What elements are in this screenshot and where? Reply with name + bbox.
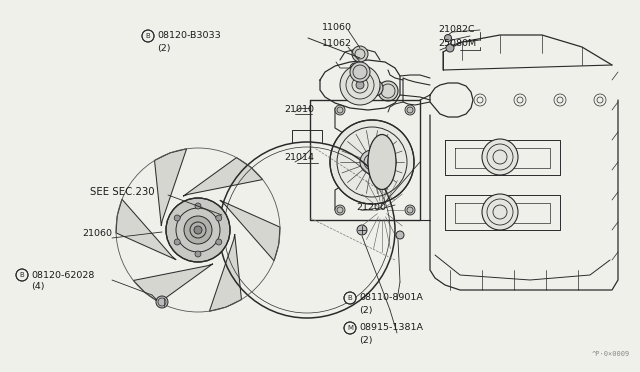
Text: 11060: 11060 xyxy=(322,23,352,32)
Circle shape xyxy=(367,80,383,96)
Circle shape xyxy=(184,216,212,244)
Circle shape xyxy=(357,225,367,235)
Text: (2): (2) xyxy=(157,44,170,52)
Circle shape xyxy=(156,296,168,308)
Text: (4): (4) xyxy=(31,282,45,292)
Polygon shape xyxy=(220,201,280,261)
Circle shape xyxy=(405,205,415,215)
Circle shape xyxy=(195,251,201,257)
Text: 21200: 21200 xyxy=(356,203,386,212)
Text: (2): (2) xyxy=(359,305,372,314)
Circle shape xyxy=(350,63,360,73)
Text: 08110-8901A: 08110-8901A xyxy=(359,294,423,302)
Text: B: B xyxy=(146,33,150,39)
Circle shape xyxy=(482,139,518,175)
Circle shape xyxy=(344,322,356,334)
Text: M: M xyxy=(347,325,353,331)
Text: 08915-1381A: 08915-1381A xyxy=(359,324,423,333)
Text: ^P·0×0009: ^P·0×0009 xyxy=(592,351,630,357)
Circle shape xyxy=(445,35,451,42)
Circle shape xyxy=(142,30,154,42)
Text: B: B xyxy=(348,295,353,301)
Circle shape xyxy=(378,158,386,166)
Circle shape xyxy=(352,46,368,62)
Circle shape xyxy=(405,105,415,115)
Circle shape xyxy=(195,203,201,209)
Polygon shape xyxy=(209,234,241,311)
Ellipse shape xyxy=(368,135,396,189)
Text: B: B xyxy=(20,272,24,278)
Circle shape xyxy=(396,231,404,239)
Text: 21014: 21014 xyxy=(284,154,314,163)
Circle shape xyxy=(216,215,222,221)
Circle shape xyxy=(166,198,230,262)
Circle shape xyxy=(344,292,356,304)
Circle shape xyxy=(356,81,364,89)
Circle shape xyxy=(350,62,370,82)
Circle shape xyxy=(368,158,376,166)
Circle shape xyxy=(194,226,202,234)
Circle shape xyxy=(340,65,380,105)
Polygon shape xyxy=(184,158,262,196)
Circle shape xyxy=(360,150,384,174)
Circle shape xyxy=(216,239,222,245)
Circle shape xyxy=(482,194,518,230)
Circle shape xyxy=(335,105,345,115)
Polygon shape xyxy=(116,199,176,260)
Text: 08120-B3033: 08120-B3033 xyxy=(157,32,221,41)
Polygon shape xyxy=(133,264,212,302)
Text: (2): (2) xyxy=(359,336,372,344)
Circle shape xyxy=(378,81,398,101)
Circle shape xyxy=(446,44,454,52)
Text: SEE SEC.230: SEE SEC.230 xyxy=(90,187,155,197)
Circle shape xyxy=(174,215,180,221)
Polygon shape xyxy=(154,149,187,225)
Text: 25080M: 25080M xyxy=(438,39,476,48)
Text: 21010: 21010 xyxy=(284,106,314,115)
Circle shape xyxy=(350,77,360,87)
Circle shape xyxy=(174,239,180,245)
Circle shape xyxy=(368,148,396,176)
Text: 21060: 21060 xyxy=(82,230,112,238)
Text: 11062: 11062 xyxy=(322,39,352,48)
Text: 08120-62028: 08120-62028 xyxy=(31,270,94,279)
Circle shape xyxy=(335,205,345,215)
Circle shape xyxy=(330,120,414,204)
Text: 21082C: 21082C xyxy=(438,26,475,35)
Circle shape xyxy=(16,269,28,281)
